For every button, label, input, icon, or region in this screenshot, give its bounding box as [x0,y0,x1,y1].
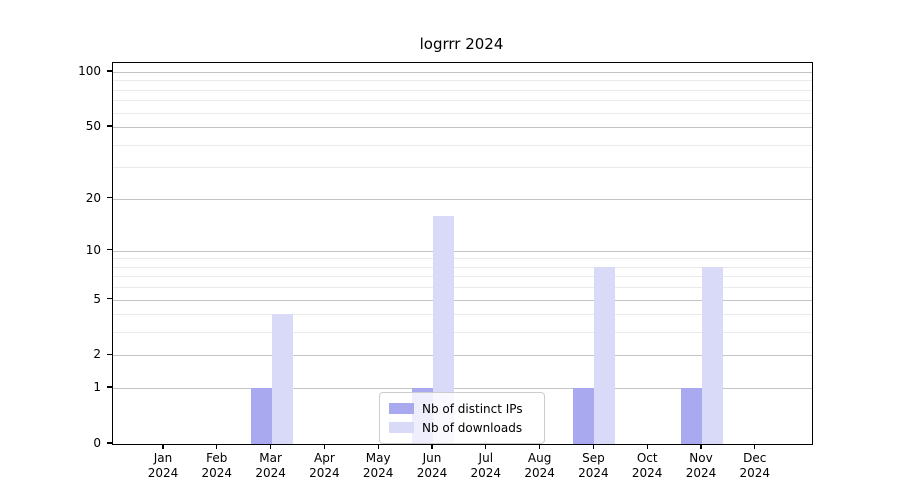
bar-nb-of-distinct-ips-nov-2024 [681,388,702,444]
legend-swatch-distinct-ips [389,403,414,414]
y-tick-label-20: 20 [85,190,101,205]
x-tick-label-feb: Feb 2024 [201,451,233,480]
y-tick-5 [107,297,112,300]
y-tick-label-100: 100 [78,64,101,79]
x-tick-apr [323,444,326,450]
x-tick-label-sep: Sep 2024 [578,451,609,480]
gridline-major-50 [113,127,812,129]
x-tick-dec [754,444,756,450]
gridline-major-5 [113,299,812,301]
bar-nb-of-downloads-jun-2024 [433,215,454,444]
x-tick-label-nov: Nov 2024 [685,451,717,480]
x-tick-label-may: May 2024 [362,451,394,480]
bar-nb-of-downloads-sep-2024 [594,266,616,444]
y-tick-label-0: 0 [93,436,101,450]
chart-title: logrrr 2024 [419,35,504,53]
legend-entry-downloads: Nb of downloads [389,418,535,437]
gridline-major-2 [113,355,812,357]
legend: Nb of distinct IPs Nb of downloads [379,392,545,444]
legend-swatch-downloads [389,422,414,433]
y-tick-label-10: 10 [85,242,101,257]
legend-label-distinct-ips: Nb of distinct IPs [422,401,523,416]
x-tick-nov [700,444,702,450]
x-tick-jul [485,444,487,450]
x-tick-mar [269,444,272,450]
bar-nb-of-downloads-mar-2024 [271,314,293,444]
gridline-minor-70 [113,100,812,102]
x-tick-feb [216,444,218,450]
x-tick-jun [431,444,433,450]
y-tick-label-1: 1 [93,380,101,395]
gridline-major-100 [113,72,812,74]
x-tick-label-apr: Apr 2024 [309,451,340,480]
gridline-minor-4 [113,314,812,316]
x-tick-oct [646,444,648,450]
gridline-minor-7 [113,276,812,278]
y-tick-label-5: 5 [93,291,101,306]
y-tick-50 [107,125,112,127]
x-tick-may [377,444,379,450]
bar-nb-of-distinct-ips-sep-2024 [573,388,595,444]
gridline-minor-80 [113,89,812,91]
y-tick-label-2: 2 [93,347,101,362]
y-tick-100 [107,70,112,72]
gridline-minor-6 [113,287,812,289]
gridline-minor-40 [113,144,812,146]
legend-entry-distinct-ips: Nb of distinct IPs [389,399,535,418]
gridline-major-1 [113,388,812,390]
y-tick-2 [107,353,112,356]
bar-nb-of-distinct-ips-mar-2024 [250,388,272,444]
gridline-minor-8 [113,266,812,268]
gridline-minor-3 [113,332,812,334]
x-tick-label-jul: Jul 2024 [470,451,502,480]
y-tick-20 [107,196,112,199]
x-tick-jan [162,444,164,450]
plot-area: Nb of distinct IPs Nb of downloads [112,62,813,445]
gridline-minor-60 [113,112,812,114]
x-tick-label-jun: Jun 2024 [416,451,448,480]
x-tick-aug [538,444,541,450]
x-tick-label-dec: Dec 2024 [739,451,771,480]
y-tick-label-50: 50 [85,119,101,134]
gridline-major-10 [113,250,812,252]
y-tick-10 [107,249,112,251]
legend-label-downloads: Nb of downloads [422,420,523,435]
x-tick-label-oct: Oct 2024 [631,451,663,480]
gridline-major-20 [113,198,812,200]
x-tick-label-jan: Jan 2024 [147,451,179,480]
gridline-minor-90 [113,80,812,82]
bar-nb-of-downloads-nov-2024 [702,266,723,444]
x-tick-label-mar: Mar 2024 [255,451,286,480]
y-tick-0 [107,442,112,444]
y-tick-1 [107,386,112,388]
x-tick-sep [592,444,595,450]
x-tick-label-aug: Aug 2024 [524,451,555,480]
gridline-minor-30 [113,167,812,169]
gridline-minor-9 [113,258,812,260]
